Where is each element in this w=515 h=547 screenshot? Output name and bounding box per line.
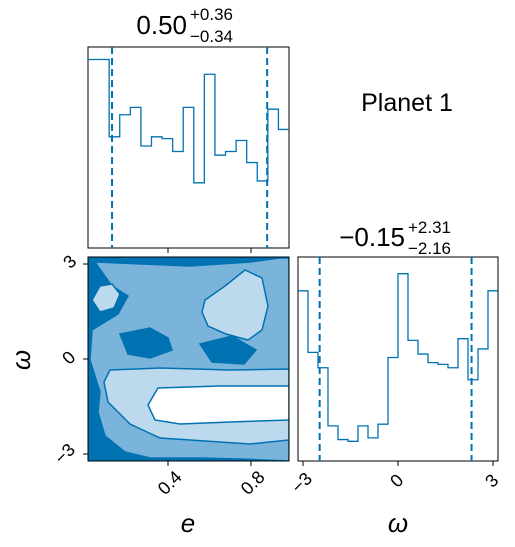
contour-blob-right <box>198 335 258 365</box>
contour-ylabel: ω <box>6 350 36 370</box>
hist-omega-title-sub: −2.16 <box>408 239 451 258</box>
hist-omega-tick-label-0: 0 <box>386 470 407 491</box>
contour-ytick-label-3: 3 <box>59 251 80 272</box>
hist-e-title-sub: −0.34 <box>190 27 233 46</box>
hist-e-line <box>88 58 289 184</box>
contour-xtick-label-0.4: 0.4 <box>154 467 186 499</box>
hist-omega-xlabel: ω <box>388 508 408 538</box>
contour-level-core <box>147 385 289 425</box>
contour-level-inner-top <box>201 269 269 341</box>
hist-e-title-main: 0.50 <box>136 10 187 40</box>
hist-omega-tick-label-3: 3 <box>481 470 502 491</box>
planet-label: Planet 1 <box>361 89 453 117</box>
hist-omega-line <box>298 273 498 442</box>
contour-xtick-label-0.8: 0.8 <box>237 467 269 499</box>
hist-e-title-sup: +0.36 <box>190 5 233 24</box>
contour-level-inner-left <box>91 283 121 313</box>
hist-omega-title-main: −0.15 <box>339 222 405 252</box>
contour-panel: 3 0 −3 0.4 0.8 e ω <box>6 251 290 538</box>
contour-blob-center <box>118 327 173 359</box>
hist-e-frame <box>87 46 290 249</box>
contour-xlabel: e <box>181 508 195 538</box>
hist-e-panel: 0.50 +0.36 −0.34 <box>87 5 290 253</box>
contour-ytick-label-neg3: −3 <box>50 439 79 468</box>
hist-omega-title-sup: +2.31 <box>408 218 451 237</box>
hist-omega-tick-label-neg3: −3 <box>287 468 316 497</box>
contour-ytick-label-0: 0 <box>58 347 79 368</box>
hist-omega-panel: −3 0 3 ω −0.15 +2.31 −2.16 <box>287 218 502 538</box>
